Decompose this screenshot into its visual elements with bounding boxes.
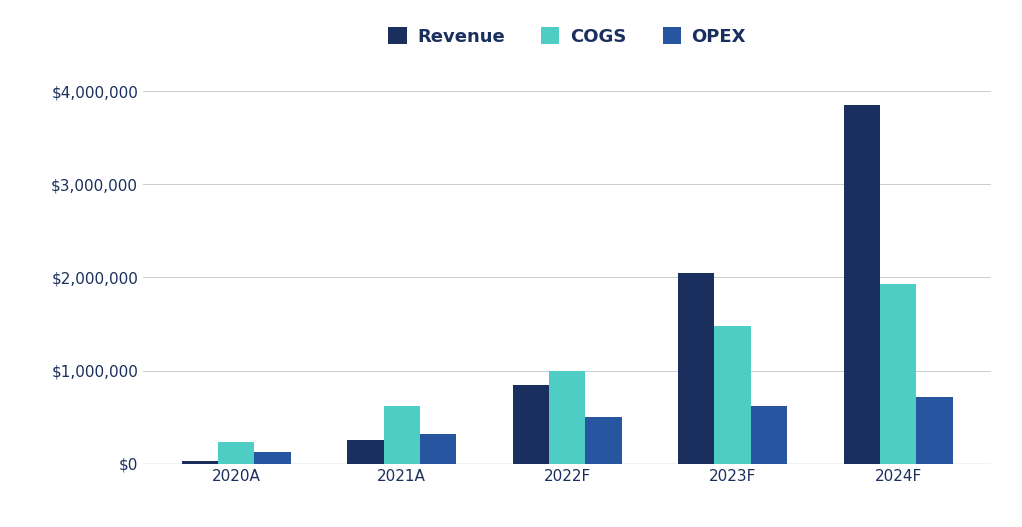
Bar [347, 441, 383, 464]
Bar [182, 461, 218, 464]
Bar [254, 452, 291, 464]
Bar [420, 434, 457, 464]
Bar [917, 397, 953, 464]
Bar [751, 406, 787, 464]
Bar [586, 417, 621, 464]
Legend: Revenue, COGS, OPEX: Revenue, COGS, OPEX [381, 20, 753, 53]
Bar [678, 273, 714, 464]
Bar [383, 406, 420, 464]
Bar [549, 370, 586, 464]
Bar [513, 385, 549, 464]
Bar [218, 442, 254, 464]
Bar [714, 326, 751, 464]
Bar [843, 105, 880, 464]
Bar [880, 284, 917, 464]
